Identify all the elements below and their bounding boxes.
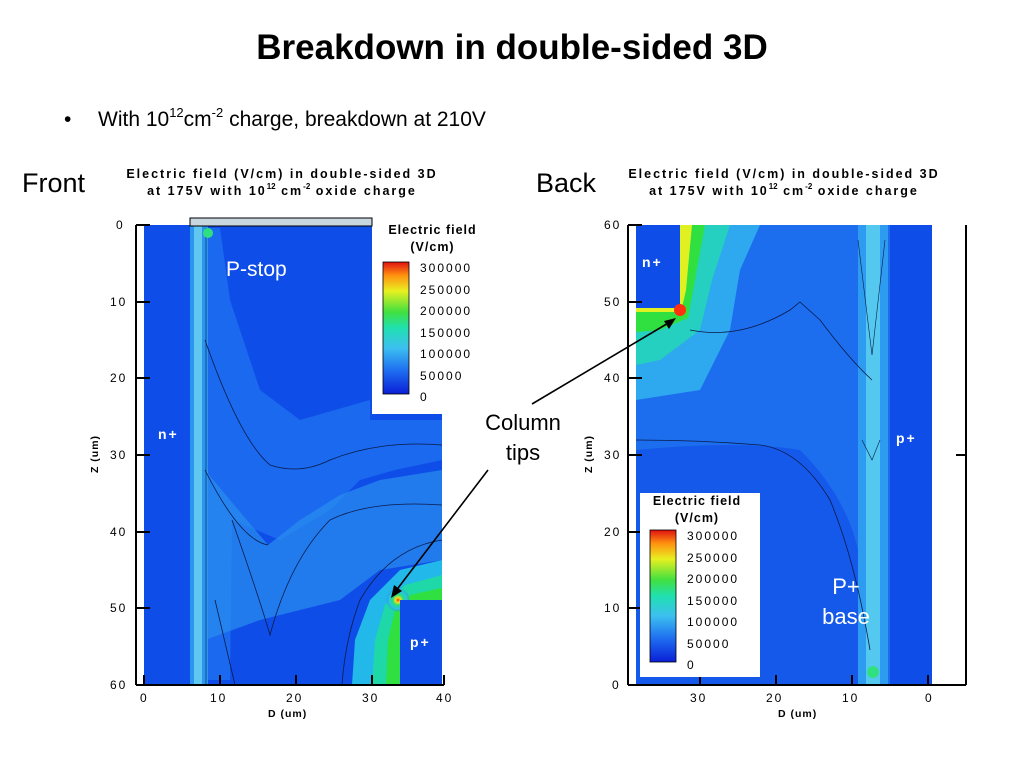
back-ytick: 40 — [604, 371, 622, 385]
front-plot-title: Electric field (V/cm) in double-sided 3D… — [126, 167, 438, 198]
back-n-plus-label: n+ — [642, 254, 663, 270]
front-label: Front — [22, 168, 86, 198]
front-plot — [135, 217, 445, 686]
back-legend-levels: 300000 250000 200000 150000 100000 50000… — [687, 529, 740, 672]
front-ytick: 0 — [116, 218, 125, 232]
back-legend-title: Electric field (V/cm) — [652, 494, 742, 525]
front-ytick: 50 — [110, 601, 128, 615]
back-p-plus-label: p+ — [896, 430, 917, 446]
column-tips-label: Column tips — [485, 410, 561, 465]
front-n-plus-label: n+ — [158, 426, 179, 442]
back-ytick: 0 — [612, 678, 621, 692]
front-p-plus-label: p+ — [410, 634, 431, 650]
front-xtick: 0 — [140, 691, 149, 705]
back-ytick: 20 — [604, 525, 622, 539]
front-ytick: 40 — [110, 525, 128, 539]
front-p-stop-bar — [189, 217, 373, 227]
p-stop-label: P-stop — [226, 258, 287, 281]
back-xtick: 30 — [690, 691, 708, 705]
back-plot — [627, 224, 967, 686]
back-label: Back — [536, 168, 597, 198]
front-xtick: 40 — [436, 691, 454, 705]
back-ytick: 50 — [604, 295, 622, 309]
front-xtick: 20 — [286, 691, 304, 705]
back-xtick: 0 — [925, 691, 934, 705]
back-colorbar — [649, 529, 677, 663]
back-ytick: 10 — [604, 601, 622, 615]
back-ytick: 30 — [604, 448, 622, 462]
front-ylabel: Z (um) — [89, 434, 102, 474]
front-ytick: 30 — [110, 448, 128, 462]
column-tip-arrows — [391, 318, 676, 598]
front-legend-title: Electric field (V/cm) — [388, 223, 477, 254]
front-colorbar — [382, 261, 410, 395]
back-n-column — [636, 225, 680, 308]
front-xtick: 10 — [210, 691, 228, 705]
front-xtick: 30 — [362, 691, 380, 705]
front-ytick: 10 — [110, 295, 128, 309]
front-ytick: 60 — [110, 678, 128, 692]
back-ytick: 60 — [604, 218, 622, 232]
front-ytick: 20 — [110, 371, 128, 385]
back-xlabel: D (um) — [778, 708, 818, 720]
front-p-column — [400, 600, 442, 685]
back-plot-title: Electric field (V/cm) in double-sided 3D… — [628, 167, 940, 198]
back-xtick: 20 — [766, 691, 784, 705]
p-plus-base-label: P+ base — [822, 574, 870, 629]
back-ylabel: Z (um) — [583, 434, 596, 474]
slide-title: Breakdown in double-sided 3D — [256, 28, 768, 67]
bullet-dot: • — [64, 108, 72, 131]
front-xlabel: D (um) — [268, 708, 308, 720]
back-xtick: 10 — [842, 691, 860, 705]
bullet-text: • With 1012cm-2 charge, breakdown at 210V — [64, 105, 486, 131]
front-legend-levels: 300000 250000 200000 150000 100000 50000… — [420, 261, 473, 404]
